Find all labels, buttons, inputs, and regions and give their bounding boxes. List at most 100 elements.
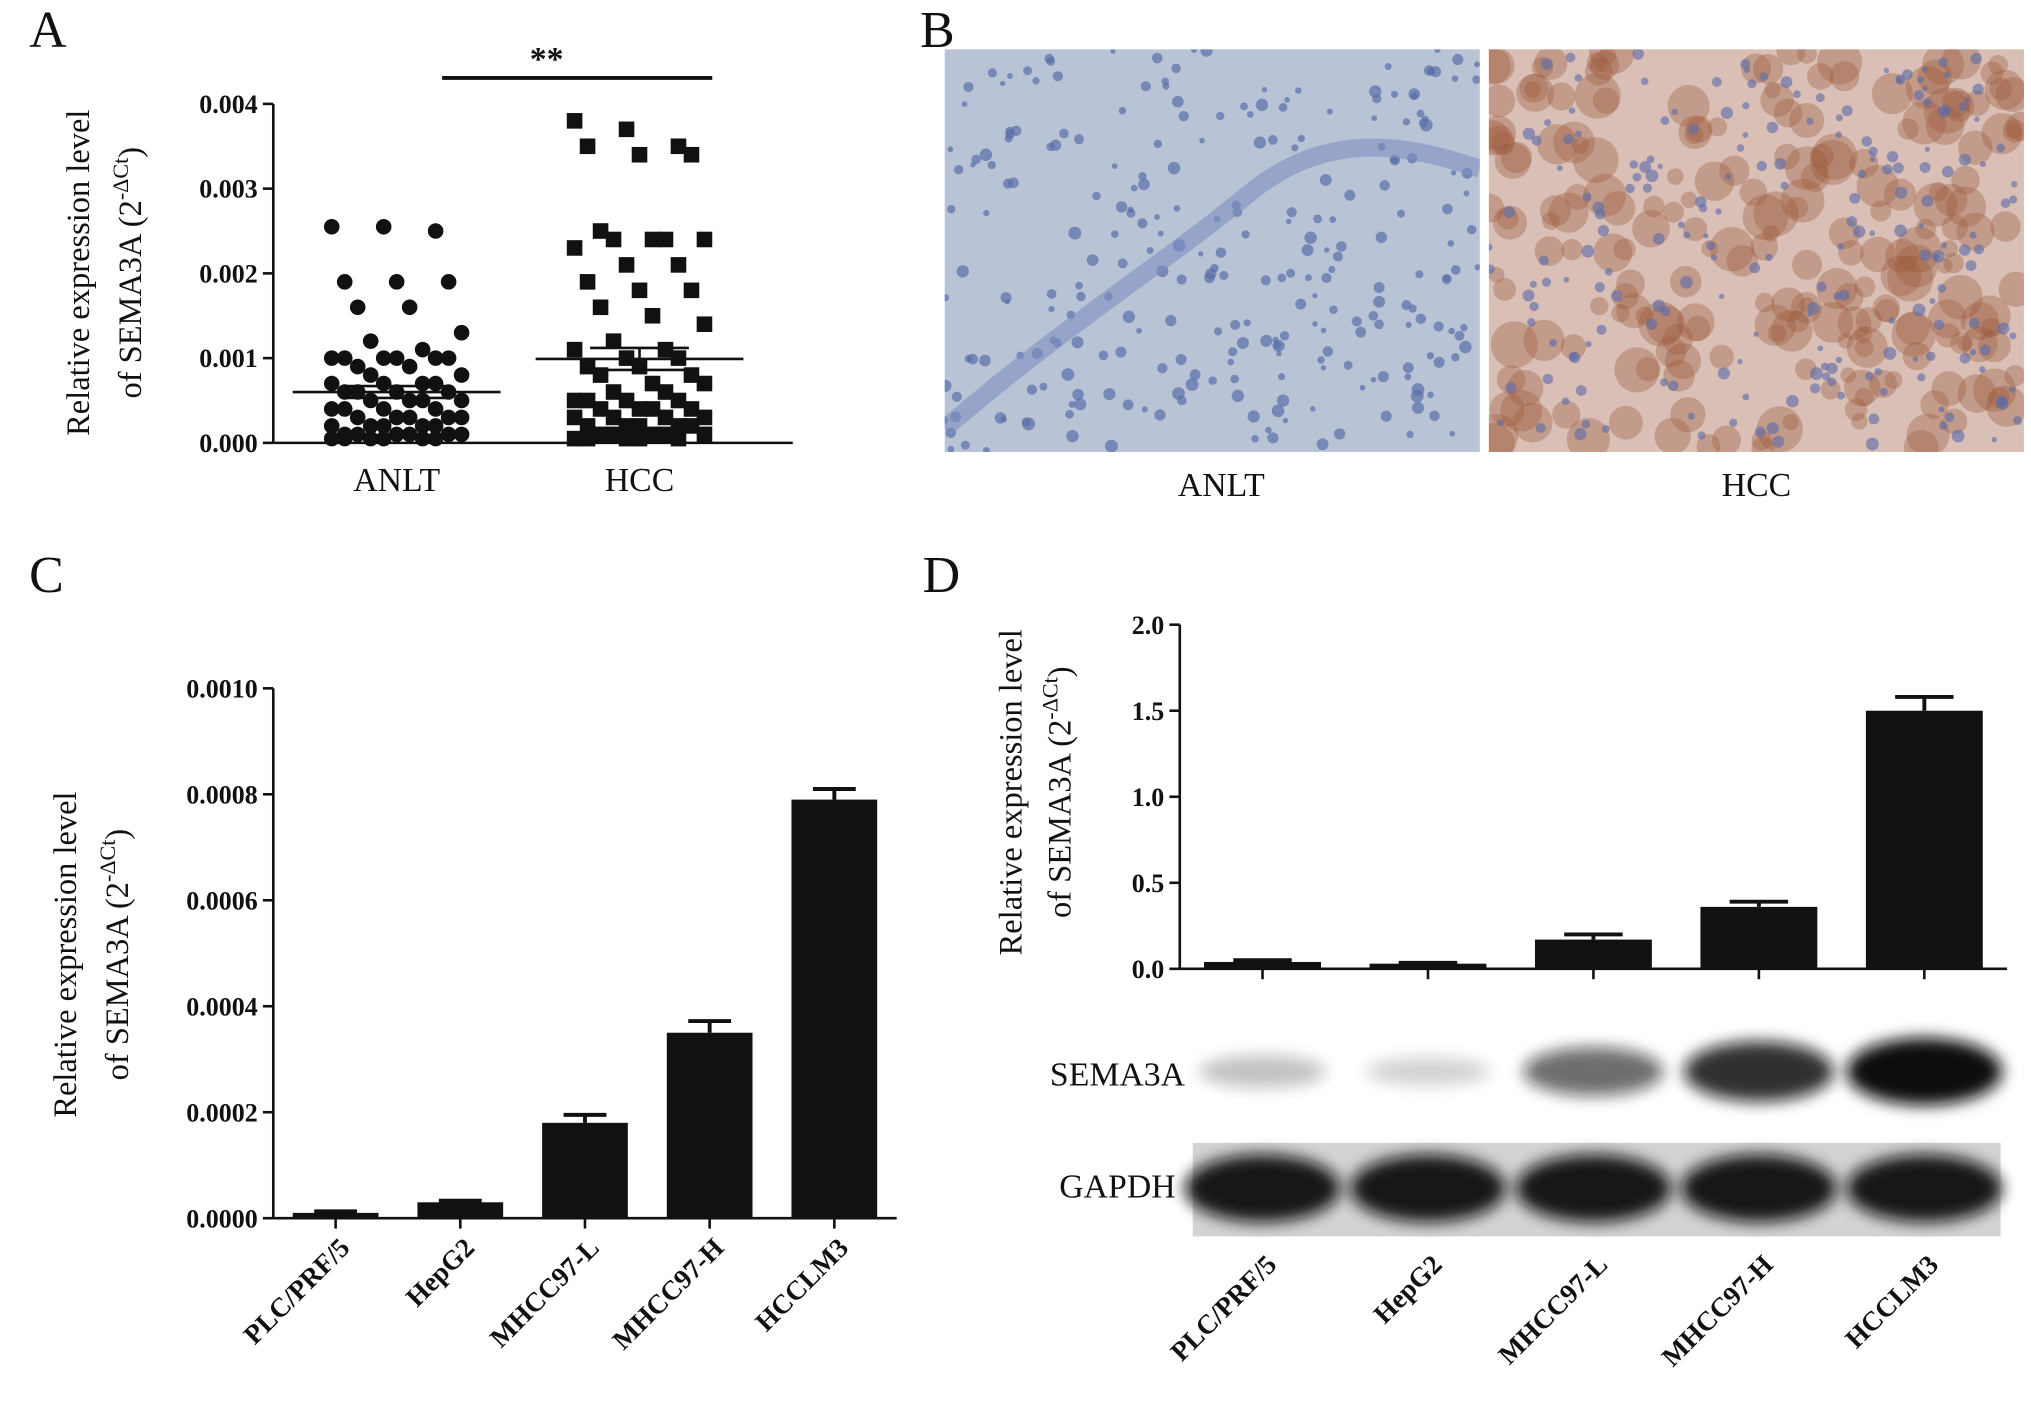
cell (1646, 155, 1655, 164)
x-tick-label: MHCC97-H (1656, 1249, 1779, 1372)
cell (1137, 218, 1148, 229)
cell (1846, 216, 1858, 227)
cell (1253, 136, 1267, 149)
stain (1590, 296, 1609, 316)
stain (1880, 255, 1922, 297)
cell (1172, 95, 1184, 108)
y-axis-label: Relative expression level (48, 791, 84, 1117)
cell (1505, 382, 1517, 394)
cell (1261, 86, 1268, 93)
stain (1770, 310, 1813, 352)
cell (1753, 331, 1759, 337)
cell (1092, 191, 1101, 201)
cell (1321, 272, 1332, 284)
cell (1251, 435, 1259, 443)
cell (1749, 262, 1761, 274)
square (618, 257, 635, 273)
cell (1660, 378, 1669, 387)
cell (1715, 208, 1722, 215)
square (696, 409, 713, 426)
cell (1282, 417, 1289, 424)
cell (963, 81, 974, 93)
stain (1512, 402, 1553, 443)
cell (1320, 327, 1327, 334)
cell (1882, 164, 1893, 175)
stain (1584, 57, 1613, 86)
stain (1664, 342, 1702, 380)
y-tick-label: 1.0 (1132, 783, 1164, 812)
cell (1370, 376, 1377, 383)
stain (1561, 239, 1583, 261)
cell (2009, 332, 2017, 340)
cell (1178, 111, 1189, 122)
square (683, 146, 700, 163)
bar (791, 799, 878, 1219)
cell (1204, 272, 1215, 284)
cell (1278, 103, 1288, 112)
dot (362, 430, 379, 447)
square (618, 121, 635, 138)
stain (1492, 205, 1527, 240)
cell (1005, 126, 1015, 136)
square (670, 392, 687, 409)
square (566, 240, 583, 256)
cell (1594, 208, 1606, 220)
stain (1764, 81, 1781, 99)
dot (414, 375, 431, 392)
cell (1329, 216, 1337, 223)
cell (1563, 276, 1570, 283)
stain (1755, 292, 1775, 313)
cell (1861, 136, 1872, 147)
bar (292, 1212, 379, 1219)
cell (1185, 378, 1199, 391)
dot (453, 324, 470, 341)
y-tick-label: 0.5 (1132, 869, 1164, 898)
stain (1519, 73, 1549, 103)
stain (2005, 123, 2022, 139)
stain (1929, 182, 1949, 202)
square (592, 223, 609, 239)
cell (1151, 52, 1163, 64)
dot (427, 375, 444, 392)
cell (1806, 117, 1814, 125)
hcc-cells (1488, 49, 2024, 452)
square (657, 341, 674, 358)
cell (1231, 389, 1244, 403)
cell (1973, 244, 1985, 255)
stain (1843, 369, 1881, 406)
dot (440, 274, 457, 290)
dot (427, 418, 444, 434)
stain (1790, 291, 1822, 324)
cell (1240, 102, 1248, 111)
stain (1820, 379, 1841, 400)
cell (1103, 387, 1116, 401)
x-tick-label: ANLT (353, 462, 440, 499)
stain (1870, 200, 1892, 222)
cell (1157, 230, 1164, 237)
dot (349, 299, 366, 316)
square (579, 274, 596, 290)
cell (1279, 331, 1290, 341)
y-tick-label: 0.003 (199, 175, 257, 204)
square (566, 341, 583, 358)
blot-band (1350, 1154, 1506, 1223)
stain (1654, 417, 1691, 452)
y-axis-label: Relative expression level (61, 110, 97, 436)
stain (1885, 238, 1920, 273)
stain (1949, 331, 1972, 354)
cell (1817, 345, 1824, 352)
cell (1660, 306, 1671, 317)
cell (947, 146, 954, 153)
stain (1844, 398, 1868, 421)
cell (1816, 281, 1827, 292)
stain (1838, 240, 1864, 266)
cell (1377, 371, 1389, 383)
stain (1685, 315, 1711, 342)
cell (1963, 97, 1970, 104)
cell (1140, 81, 1151, 92)
cell (1441, 274, 1452, 285)
cell (1940, 242, 1947, 249)
sem-bar (590, 346, 689, 372)
cell (1154, 409, 1166, 421)
cell (1970, 52, 1982, 65)
